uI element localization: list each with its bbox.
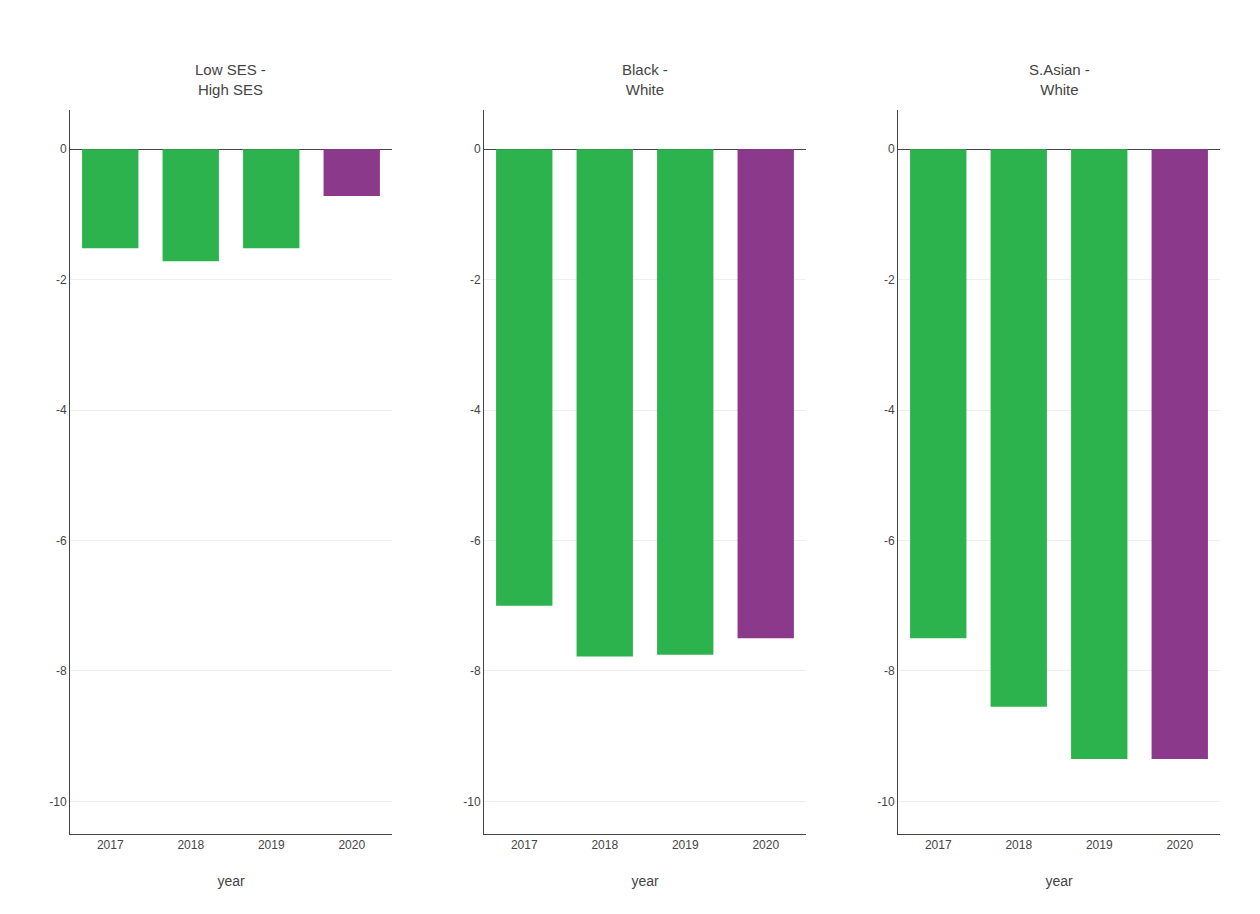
svg-text:-2: -2 (56, 273, 67, 287)
svg-text:2020: 2020 (1166, 838, 1193, 852)
svg-text:-4: -4 (884, 403, 895, 417)
svg-text:0: 0 (888, 142, 895, 156)
svg-text:2017: 2017 (511, 838, 538, 852)
svg-text:-6: -6 (470, 534, 481, 548)
svg-text:0: 0 (60, 142, 67, 156)
svg-text:year: year (631, 873, 659, 889)
svg-text:-4: -4 (56, 403, 67, 417)
svg-text:2020: 2020 (338, 838, 365, 852)
svg-text:Low SES -High SES: Low SES -High SES (195, 61, 266, 98)
svg-text:year: year (1045, 873, 1073, 889)
svg-text:2019: 2019 (258, 838, 285, 852)
svg-text:Black -White: Black -White (622, 61, 668, 98)
svg-text:2017: 2017 (97, 838, 124, 852)
svg-text:-10: -10 (49, 795, 67, 809)
svg-text:-4: -4 (470, 403, 481, 417)
svg-text:-10: -10 (463, 795, 481, 809)
svg-text:S.Asian -White: S.Asian -White (1029, 61, 1090, 98)
svg-text:year: year (217, 873, 245, 889)
svg-text:2019: 2019 (1086, 838, 1113, 852)
svg-text:-6: -6 (884, 534, 895, 548)
svg-text:2020: 2020 (752, 838, 779, 852)
svg-text:-8: -8 (884, 664, 895, 678)
svg-text:-2: -2 (470, 273, 481, 287)
svg-text:2019: 2019 (672, 838, 699, 852)
svg-text:0: 0 (474, 142, 481, 156)
svg-text:2018: 2018 (177, 838, 204, 852)
svg-text:2018: 2018 (1005, 838, 1032, 852)
svg-text:-8: -8 (56, 664, 67, 678)
svg-text:-6: -6 (56, 534, 67, 548)
svg-text:-8: -8 (470, 664, 481, 678)
svg-text:2017: 2017 (925, 838, 952, 852)
svg-text:-10: -10 (877, 795, 895, 809)
svg-text:2018: 2018 (591, 838, 618, 852)
svg-text:-2: -2 (884, 273, 895, 287)
